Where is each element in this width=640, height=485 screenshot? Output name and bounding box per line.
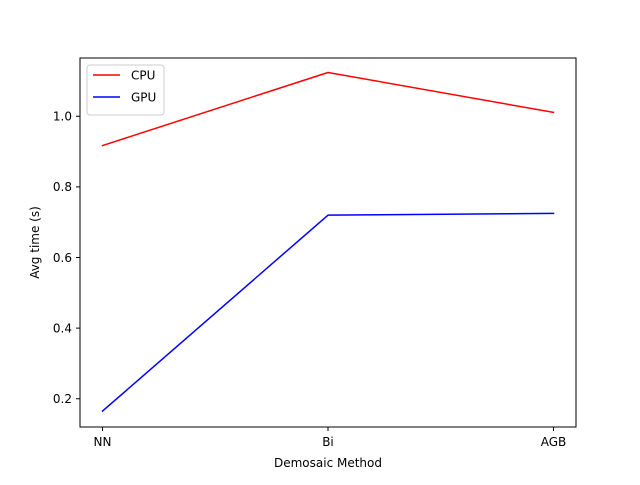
legend-label-gpu: GPU	[131, 90, 156, 104]
y-tick-label: 0.6	[53, 251, 72, 265]
y-tick-label: 0.4	[53, 321, 72, 335]
x-tick-label: AGB	[541, 435, 567, 449]
y-tick-label: 1.0	[53, 110, 72, 124]
x-tick-label: NN	[94, 435, 112, 449]
legend: CPU GPU	[86, 64, 165, 116]
series-line-cpu	[101, 71, 555, 147]
y-axis-label: Avg time (s)	[28, 206, 42, 279]
x-tick-label: Bi	[322, 435, 334, 449]
legend-box	[86, 64, 165, 116]
series-line-gpu	[101, 212, 555, 413]
legend-label-cpu: CPU	[131, 68, 155, 82]
y-tick-label: 0.2	[53, 392, 72, 406]
y-tick-label: 0.8	[53, 180, 72, 194]
x-axis-label: Demosaic Method	[274, 456, 382, 470]
